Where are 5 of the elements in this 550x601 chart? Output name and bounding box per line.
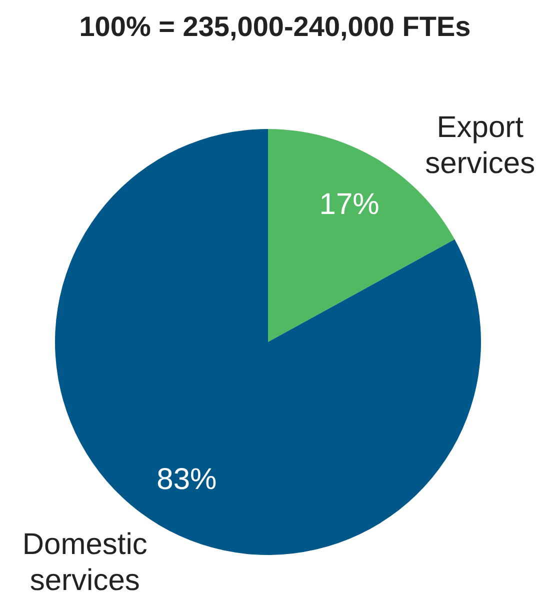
- data-label: 83%: [156, 463, 217, 496]
- slice-label: Export services: [425, 110, 536, 180]
- data-label: 17%: [319, 188, 380, 221]
- slice-label: Domestic services: [22, 528, 148, 598]
- chart-title: 100% = 235,000-240,000 FTEs: [79, 11, 471, 42]
